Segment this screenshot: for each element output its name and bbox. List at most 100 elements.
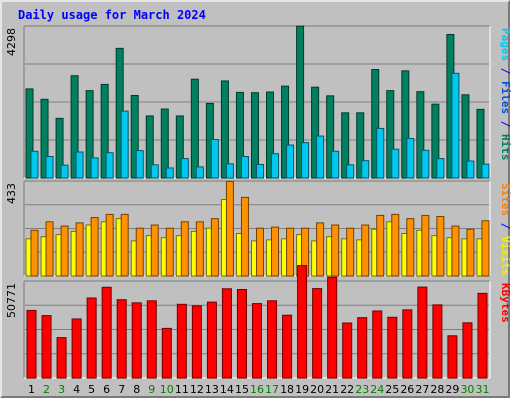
hits-panel-files-bar bbox=[255, 163, 264, 179]
hits-panel-hits-bar bbox=[40, 98, 49, 179]
visits-panel-axis-label: Sites / Visits bbox=[499, 183, 512, 276]
kbytes-panel-kbytes-bar bbox=[402, 309, 413, 379]
x-tick-label: 22 bbox=[340, 383, 354, 396]
hits-panel-axis-label-part: / bbox=[499, 61, 512, 81]
hits-panel-hits-bar bbox=[235, 91, 244, 179]
kbytes-panel-kbytes-bar bbox=[357, 317, 368, 379]
kbytes-panel-kbytes-bar bbox=[101, 286, 112, 379]
hits-panel-files-bar bbox=[135, 150, 144, 179]
visits-panel-sites-bar bbox=[376, 214, 385, 277]
hits-panel-hits-bar bbox=[100, 83, 109, 179]
hits-panel-files-bar bbox=[30, 150, 39, 179]
visits-panel-sites-bar bbox=[316, 222, 325, 277]
x-tick-label: 12 bbox=[190, 383, 204, 396]
hits-panel-hits-bar bbox=[371, 68, 380, 179]
x-tick-label: 13 bbox=[205, 383, 219, 396]
hits-panel-hits-bar bbox=[160, 108, 169, 179]
visits-panel-sites-bar bbox=[421, 214, 430, 277]
visits-panel-sites-bar bbox=[286, 227, 295, 277]
hits-panel-hits-bar bbox=[311, 86, 320, 179]
kbytes-panel-kbytes-bar bbox=[131, 302, 142, 379]
x-tick-label: 25 bbox=[385, 383, 399, 396]
x-tick-label: 23 bbox=[355, 383, 369, 396]
x-tick-label: 18 bbox=[280, 383, 294, 396]
x-tick-label: 11 bbox=[175, 383, 189, 396]
hits-panel-files-bar bbox=[331, 150, 340, 179]
hits-panel-hits-bar bbox=[401, 70, 410, 179]
kbytes-panel-kbytes-bar bbox=[236, 289, 247, 379]
visits-panel-sites-bar bbox=[240, 196, 249, 277]
hits-panel-files-bar bbox=[361, 160, 370, 179]
kbytes-panel-kbytes-bar bbox=[267, 300, 278, 379]
visits-panel-sites-bar bbox=[120, 213, 129, 277]
x-tick-label: 14 bbox=[220, 383, 234, 396]
x-tick-label: 19 bbox=[295, 383, 309, 396]
hits-panel-files-bar bbox=[406, 137, 415, 179]
x-tick-label: 9 bbox=[148, 383, 155, 396]
x-tick-label: 1 bbox=[28, 383, 35, 396]
hits-panel-files-bar bbox=[421, 149, 430, 179]
x-tick-label: 8 bbox=[133, 383, 140, 396]
visits-panel-axis-label-part: / bbox=[499, 216, 512, 236]
visits-panel-sites-bar bbox=[45, 221, 54, 277]
kbytes-panel-kbytes-bar bbox=[86, 297, 97, 379]
hits-panel-hits-bar bbox=[190, 78, 199, 179]
kbytes-panel-kbytes-bar bbox=[297, 265, 308, 379]
kbytes-panel-kbytes-bar bbox=[282, 314, 293, 379]
hits-panel-files-bar bbox=[180, 158, 189, 179]
hits-panel-hits-bar bbox=[70, 75, 79, 179]
hits-panel-hits-bar bbox=[356, 112, 365, 179]
kbytes-panel-kbytes-bar bbox=[176, 303, 187, 379]
x-tick-label: 17 bbox=[265, 383, 279, 396]
kbytes-panel-kbytes-bar bbox=[462, 322, 473, 379]
kbytes-panel-kbytes-bar bbox=[26, 309, 37, 379]
x-tick-label: 26 bbox=[400, 383, 414, 396]
visits-panel-sites-bar bbox=[271, 226, 280, 277]
kbytes-panel-kbytes-bar bbox=[116, 299, 127, 379]
kbytes-panel-kbytes-bar bbox=[221, 288, 232, 379]
x-tick-label: 29 bbox=[445, 383, 459, 396]
hits-panel-hits-bar bbox=[281, 85, 290, 179]
x-tick-label: 3 bbox=[58, 383, 65, 396]
chart-title: Daily usage for March 2024 bbox=[18, 8, 206, 22]
hits-panel-hits-bar bbox=[250, 92, 259, 179]
kbytes-panel-kbytes-bar bbox=[161, 327, 172, 379]
kbytes-panel-kbytes-bar bbox=[342, 322, 353, 379]
hits-panel-files-bar bbox=[451, 72, 460, 179]
hits-panel-files-bar bbox=[286, 144, 295, 179]
visits-panel-sites-bar bbox=[466, 228, 475, 277]
hits-panel-axis-label-part: Pages bbox=[499, 28, 512, 61]
hits-panel-files-bar bbox=[75, 151, 84, 179]
hits-panel-axis-label: Pages / Files / Hits bbox=[499, 28, 512, 161]
hits-panel-files-bar bbox=[120, 110, 129, 179]
kbytes-panel-kbytes-bar bbox=[372, 310, 383, 379]
visits-panel-sites-bar bbox=[60, 225, 69, 277]
hits-panel-hits-bar bbox=[431, 103, 440, 179]
hits-panel-files-bar bbox=[105, 152, 114, 179]
hits-panel-files-bar bbox=[346, 164, 355, 179]
visits-panel-sites-bar bbox=[105, 213, 114, 277]
hits-panel-files-bar bbox=[150, 164, 159, 179]
kbytes-panel-kbytes-bar bbox=[447, 335, 458, 379]
kbytes-panel-kbytes-bar bbox=[417, 286, 428, 379]
x-tick-label: 2 bbox=[43, 383, 50, 396]
visits-panel-sites-bar bbox=[210, 218, 219, 277]
hits-panel-files-bar bbox=[60, 164, 69, 179]
hits-panel-hits-bar bbox=[175, 115, 184, 179]
visits-panel-sites-bar bbox=[361, 224, 370, 277]
visits-panel-sites-bar bbox=[150, 224, 159, 277]
hits-panel-files-bar bbox=[165, 167, 174, 179]
hits-panel-hits-bar bbox=[25, 88, 34, 179]
hits-panel-hits-bar bbox=[220, 80, 229, 179]
x-tick-label: 21 bbox=[325, 383, 339, 396]
kbytes-panel-kbytes-bar bbox=[387, 316, 398, 379]
kbytes-panel-max-label: 50771 bbox=[5, 283, 18, 318]
hits-panel-hits-bar bbox=[266, 91, 275, 179]
hits-panel-hits-bar bbox=[461, 94, 470, 179]
kbytes-panel-kbytes-bar bbox=[146, 300, 157, 379]
kbytes-panel-kbytes-bar bbox=[41, 315, 52, 379]
hits-panel-hits-bar bbox=[386, 90, 395, 179]
kbytes-panel-axis-label-part: KBytes bbox=[499, 283, 512, 323]
visits-panel-sites-bar bbox=[436, 216, 445, 277]
hits-panel-hits-bar bbox=[476, 108, 485, 179]
